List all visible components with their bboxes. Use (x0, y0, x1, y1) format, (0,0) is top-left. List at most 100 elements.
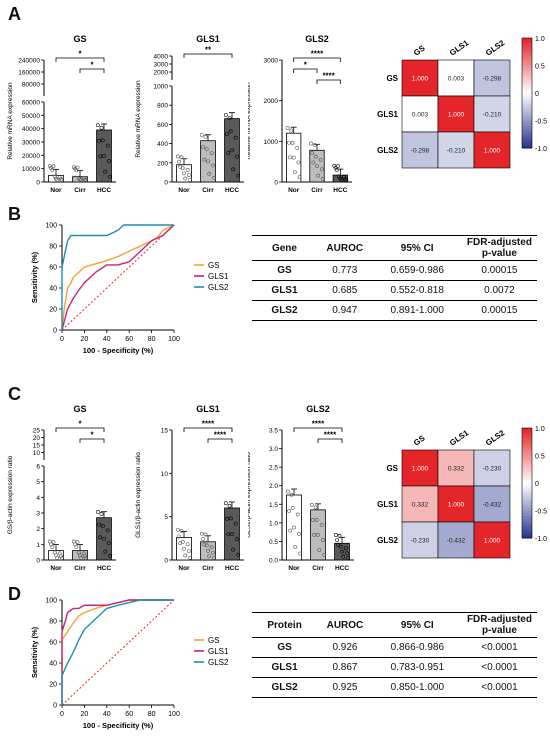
x-tick-label: 100 (168, 711, 180, 718)
chart-c-gls1: GLS1 GLS1/β-actin expression ratio 0 5 10 15 N… (135, 404, 244, 572)
legend-label: GS (208, 261, 220, 270)
table-b-cell: 0.659-0.986 (372, 260, 462, 281)
heatmap-cell-value: -0.432 (483, 502, 502, 509)
y-axis-label: Sensitivity (%) (30, 251, 39, 303)
color-scale-label: -0.5 (535, 509, 547, 516)
table-b-cell: GS (252, 260, 317, 281)
data-point (98, 154, 103, 159)
data-point (52, 174, 57, 179)
data-point (290, 141, 295, 145)
table-d-cell: GLS1 (252, 657, 318, 678)
color-scale-segment (522, 73, 532, 77)
color-scale-segment (522, 123, 532, 127)
y-tick-label: 0 (36, 558, 40, 565)
data-point (188, 178, 193, 182)
chart-c-gls2: GLS2 GLS2/β-actin expression ratio 0.0 0.5 1… (248, 404, 354, 572)
color-scale-segment (522, 444, 532, 448)
significance-label: **** (311, 50, 324, 59)
table-d: Protein AUROC 95% CI FDR-adjusted p-valu… (252, 612, 537, 698)
color-scale-segment (522, 40, 532, 44)
color-scale-segment (522, 98, 532, 102)
data-point (175, 154, 180, 159)
y-tick-label: 20 (33, 435, 41, 442)
heatmap-cell (473, 95, 511, 133)
heatmap-cell (437, 131, 475, 169)
data-point (223, 501, 228, 506)
data-point (97, 138, 101, 143)
significance-label: **** (202, 420, 215, 429)
data-point (340, 549, 344, 554)
data-point (287, 509, 291, 513)
color-scale-segment (522, 145, 532, 149)
data-point (95, 510, 100, 514)
x-tick-label: Nor (178, 187, 190, 194)
color-scale-segment (522, 496, 532, 500)
table-b-cell: 0.773 (316, 260, 373, 281)
y-tick-label: 10 (33, 450, 41, 457)
table-row: GS 0.773 0.659-0.986 0.00015 (252, 260, 537, 281)
heatmap-cell-value: -0.298 (411, 148, 430, 155)
data-point (319, 167, 324, 172)
data-point (345, 551, 349, 556)
data-point (209, 545, 214, 550)
color-scale-segment (522, 62, 532, 66)
y-tick-label: 25 (33, 428, 41, 435)
data-point (286, 140, 291, 145)
roc-chart-d: 0 20 40 60 80 100 0 20 40 60 80 100 100 - Specificit… (30, 598, 229, 731)
panel-label-a: A (8, 4, 21, 24)
data-point (108, 553, 113, 558)
data-point (297, 532, 301, 536)
color-scale-segment (522, 483, 532, 487)
data-point (233, 135, 238, 140)
data-point (336, 543, 341, 547)
heatmap-col-label: GLS2 (484, 38, 507, 58)
data-point (102, 536, 106, 541)
heatmap-cell (437, 485, 475, 523)
color-scale-segment (522, 516, 532, 520)
heatmap-col-label: GLS1 (448, 38, 471, 58)
data-point (60, 178, 65, 182)
data-point (199, 132, 204, 137)
data-point (337, 533, 342, 538)
data-point (316, 173, 321, 178)
heatmap-cell (401, 59, 439, 97)
color-scale-segment (522, 128, 532, 132)
x-tick-label: HCC (97, 565, 111, 572)
heatmap-cell-value: 1.000 (484, 148, 501, 155)
table-b-cell: 0.947 (316, 300, 373, 321)
color-scale-segment (522, 139, 532, 143)
x-tick-label: Nor (50, 565, 62, 572)
data-point (185, 542, 190, 547)
heatmap-col-label: GLS2 (484, 428, 507, 448)
data-point (236, 173, 241, 178)
table-b-cell: 0.552-0.818 (372, 280, 462, 301)
table-d-cell: 0.850-1.000 (372, 677, 462, 698)
y-tick-label: 100 (45, 598, 57, 605)
y-tick-label: 80 (49, 244, 57, 251)
color-scale-segment (522, 84, 532, 88)
significance-label: * (90, 431, 94, 440)
color-scale-segment (522, 115, 532, 119)
color-scale-segment (522, 106, 532, 110)
x-tick-label: Cirr (312, 565, 324, 572)
color-scale-segment (522, 477, 532, 481)
color-scale-segment (522, 505, 532, 509)
data-point (179, 528, 184, 533)
data-point (103, 169, 108, 174)
data-point (288, 528, 293, 533)
color-scale-segment (522, 430, 532, 434)
table-d-cell: 0.925 (317, 677, 373, 698)
significance-bracket (183, 53, 233, 58)
significance-bracket (79, 68, 105, 73)
table-row: GLS2 0.925 0.850-1.000 <0.0001 (252, 677, 537, 698)
y-tick-label: 2 (36, 526, 40, 533)
data-point (177, 534, 181, 539)
x-axis-label: 100 - Specificity (%) (83, 721, 154, 730)
bar (176, 537, 192, 561)
data-point (207, 171, 212, 176)
x-tick-label: Nor (178, 565, 190, 572)
data-point (185, 168, 190, 172)
color-scale-segment (522, 480, 532, 484)
data-point (211, 550, 215, 555)
